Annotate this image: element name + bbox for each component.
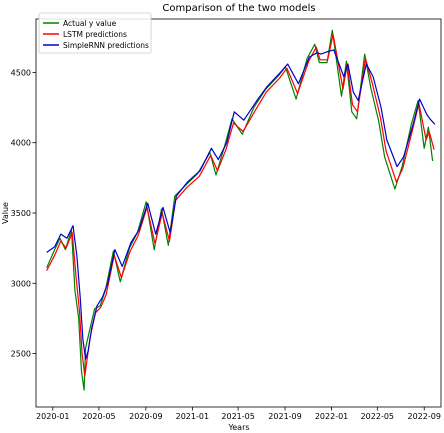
y-tick-label: 4500 bbox=[11, 68, 31, 77]
chart-title: Comparison of the two models bbox=[162, 3, 315, 14]
x-tick-label: 2021-05 bbox=[221, 412, 254, 421]
legend: Actual y value LSTM predictions SimpleRNN … bbox=[38, 12, 152, 54]
legend-label-1: Actual y value bbox=[63, 19, 117, 28]
legend-label-2: LSTM predictions bbox=[63, 30, 127, 39]
legend-label-3: SimpleRNN predictions bbox=[63, 41, 149, 50]
y-tick-label: 2500 bbox=[11, 350, 31, 359]
x-tick-label: 2020-09 bbox=[129, 412, 162, 421]
series-line-3 bbox=[46, 49, 436, 360]
y-tick-label: 3500 bbox=[11, 209, 31, 218]
x-tick-label: 2022-05 bbox=[361, 412, 394, 421]
x-axis: 2020-01 2020-05 2020-09 2021-01 2021-05 2021-… bbox=[36, 407, 441, 421]
x-tick-label: 2021-01 bbox=[176, 412, 209, 421]
x-tick-label: 2021-09 bbox=[268, 412, 301, 421]
series-line-2 bbox=[46, 33, 435, 377]
y-axis: 2500 3000 3500 4000 4500 bbox=[11, 68, 36, 359]
y-tick-label: 4000 bbox=[11, 139, 31, 148]
y-axis-label: Value bbox=[1, 202, 10, 224]
series-layer bbox=[46, 29, 436, 391]
x-tick-label: 2022-01 bbox=[315, 412, 348, 421]
x-tick-label: 2020-01 bbox=[36, 412, 69, 421]
plot-area-frame bbox=[35, 18, 442, 408]
x-axis-label: Years bbox=[227, 423, 249, 432]
x-tick-label: 2020-05 bbox=[82, 412, 115, 421]
y-tick-label: 3000 bbox=[11, 279, 31, 288]
legend-box bbox=[38, 12, 152, 54]
x-tick-label: 2022-09 bbox=[408, 412, 441, 421]
